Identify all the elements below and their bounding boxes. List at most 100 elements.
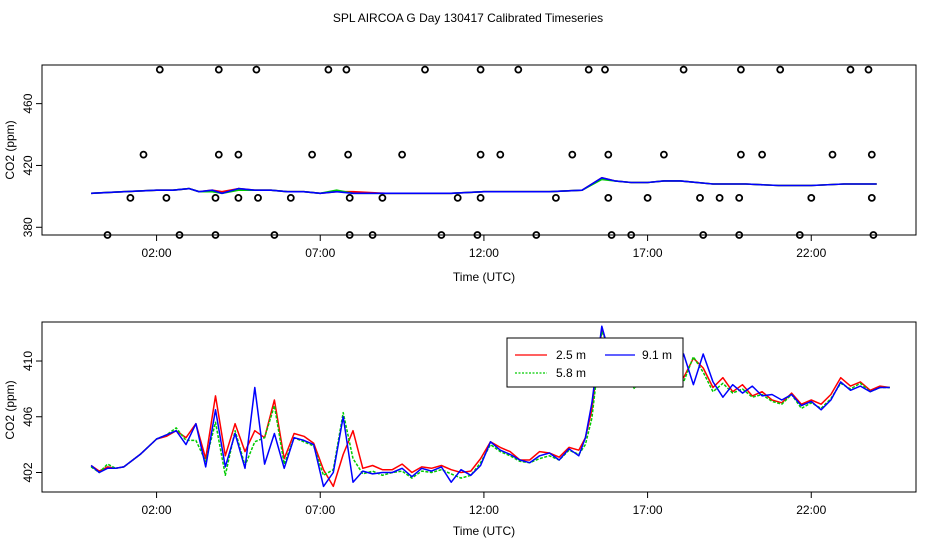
bottom-series-lines — [90, 325, 890, 488]
top-marker-point — [679, 65, 688, 74]
bottom-x-axis: 02:00 07:00 12:00 17:00 22:00 — [142, 492, 827, 517]
bottom-x-tick-label: 02:00 — [142, 503, 172, 517]
top-y-axis: 380 420 460 — [21, 93, 42, 237]
top-marker-point — [476, 150, 485, 159]
top-marker-point — [345, 231, 354, 239]
top-marker-point — [211, 193, 220, 202]
top-x-tick-label: 12:00 — [469, 246, 499, 260]
top-marker-point — [421, 65, 429, 74]
top-marker-point — [344, 150, 353, 159]
top-y-tick-label: 380 — [21, 217, 35, 237]
top-marker-point — [514, 65, 523, 74]
top-marker-point — [758, 150, 766, 159]
top-marker-point — [234, 193, 243, 202]
top-marker-point — [737, 65, 745, 74]
legend-label-5-8m: 5.8 m — [556, 366, 586, 380]
top-marker-point — [234, 150, 243, 159]
bottom-x-tick-label: 07:00 — [305, 503, 335, 517]
top-y-tick-label: 460 — [21, 93, 35, 113]
bottom-series-5-8-m — [90, 331, 890, 479]
bottom-y-tick-label: 406 — [21, 406, 35, 426]
top-series-lines — [91, 177, 877, 195]
top-marker-point — [139, 150, 148, 159]
legend-box — [506, 337, 684, 388]
top-marker-point — [214, 150, 223, 159]
top-marker-point — [532, 231, 541, 239]
top-marker-point — [214, 65, 223, 74]
top-marker-point — [476, 65, 485, 74]
top-marker-point — [552, 193, 560, 202]
top-marker-point — [776, 65, 785, 74]
bottom-y-axis-title: CO2 (ppm) — [3, 380, 17, 439]
top-marker-point — [604, 193, 613, 202]
top-marker-point — [286, 193, 295, 202]
top-marker-point — [807, 193, 816, 202]
bottom-x-tick-label: 17:00 — [633, 503, 663, 517]
top-marker-point — [126, 193, 135, 202]
bottom-y-axis: 402 406 410 — [21, 351, 42, 483]
top-x-tick-label: 22:00 — [796, 246, 826, 260]
top-marker-point — [252, 65, 261, 74]
top-marker-point — [601, 65, 609, 74]
legend-label-9-1m: 9.1 m — [642, 348, 672, 362]
top-marker-point — [254, 193, 262, 202]
bottom-plot-frame — [41, 321, 917, 493]
top-marker-point — [496, 150, 505, 159]
top-marker-point — [828, 150, 837, 159]
top-x-tick-label: 02:00 — [142, 246, 172, 260]
top-marker-point — [737, 150, 745, 159]
top-marker-point — [368, 231, 377, 239]
top-marker-point — [864, 65, 873, 74]
top-x-tick-label: 17:00 — [633, 246, 663, 260]
top-marker-point — [103, 231, 112, 239]
bottom-x-axis-title: Time (UTC) — [453, 524, 515, 538]
top-marker-point — [342, 65, 351, 74]
top-marker-point — [867, 150, 876, 159]
top-marker-point — [155, 65, 164, 74]
bottom-y-tick-label: 402 — [21, 462, 35, 482]
top-markers — [103, 65, 878, 239]
top-x-tick-label: 07:00 — [305, 246, 335, 260]
top-marker-point — [735, 193, 744, 202]
top-marker-point — [345, 193, 354, 202]
top-marker-point — [453, 193, 462, 202]
top-plot-frame — [41, 64, 917, 236]
bottom-series-2-5-m — [90, 328, 890, 488]
top-marker-point — [604, 150, 613, 159]
top-marker-point — [175, 231, 184, 239]
top-marker-point — [735, 231, 744, 239]
top-marker-point — [162, 193, 171, 202]
top-marker-point — [476, 193, 485, 202]
top-panel: 02:00 07:00 12:00 17:00 22:00 380 420 460 Time… — [3, 64, 917, 284]
legend: 2.5 m 9.1 m 5.8 m — [506, 337, 684, 388]
legend-label-2-5m: 2.5 m — [556, 348, 586, 362]
top-marker-point — [398, 150, 407, 159]
top-marker-point — [308, 150, 317, 159]
top-series-9-1-m — [91, 177, 877, 195]
top-marker-point — [660, 150, 668, 159]
top-marker-point — [270, 231, 279, 239]
top-marker-point — [324, 65, 333, 74]
top-marker-point — [378, 193, 387, 202]
bottom-series-9-1-m — [90, 325, 890, 488]
top-marker-point — [568, 150, 577, 159]
figure-title: SPL AIRCOA G Day 130417 Calibrated Times… — [333, 11, 603, 25]
top-marker-point — [607, 231, 616, 239]
top-x-axis: 02:00 07:00 12:00 17:00 22:00 — [142, 235, 827, 260]
top-marker-point — [869, 231, 878, 239]
top-marker-point — [867, 193, 876, 202]
top-marker-point — [846, 65, 855, 74]
top-marker-point — [584, 65, 593, 74]
top-y-axis-title: CO2 (ppm) — [3, 120, 17, 179]
top-marker-point — [437, 231, 446, 239]
bottom-panel: 02:00 07:00 12:00 17:00 22:00 402 406 410 Time… — [3, 321, 917, 538]
top-x-axis-title: Time (UTC) — [453, 270, 515, 284]
top-marker-point — [699, 231, 708, 239]
top-marker-point — [473, 231, 482, 239]
top-marker-point — [715, 193, 724, 202]
bottom-y-tick-label: 410 — [21, 351, 35, 371]
top-marker-point — [627, 231, 636, 239]
top-marker-point — [696, 193, 704, 202]
